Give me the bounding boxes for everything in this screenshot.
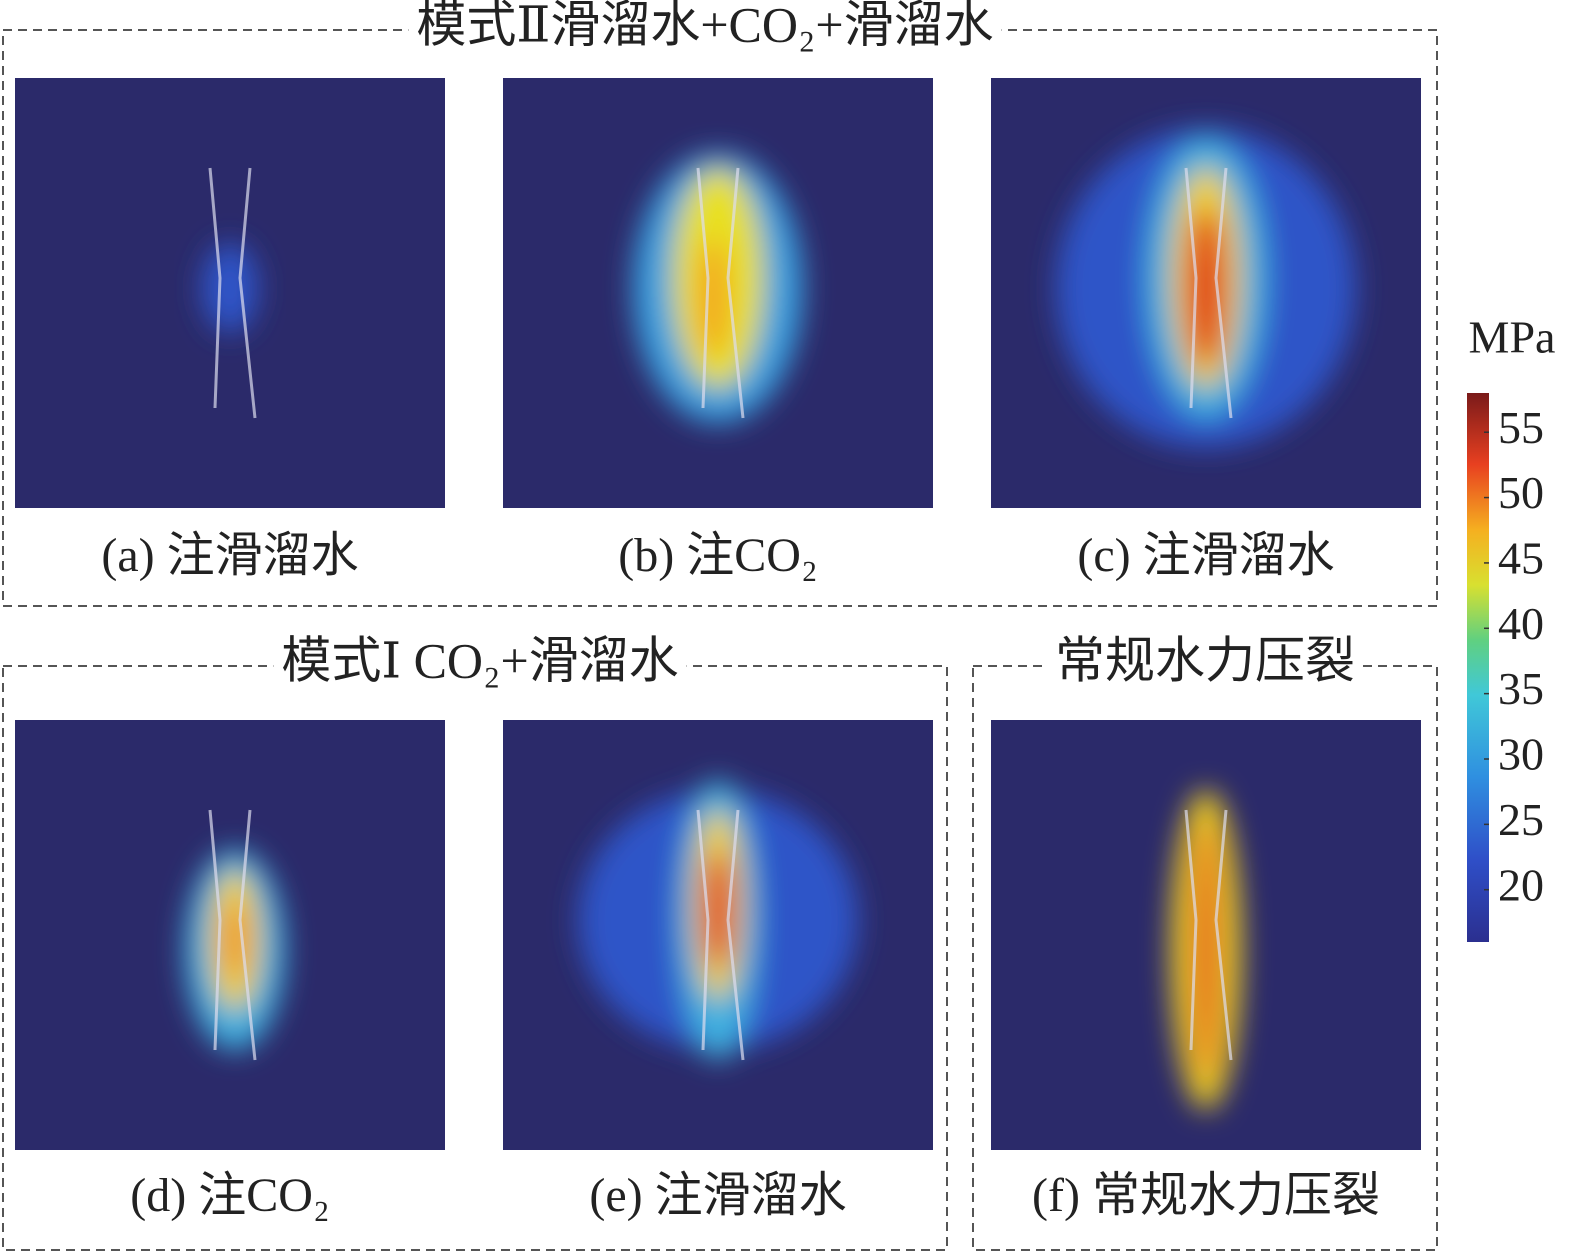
fracture (208, 167, 257, 419)
pressure-blob (1194, 820, 1218, 1080)
pressure-field (1171, 790, 1241, 1110)
panel-caption: (e) 注滑溜水 (589, 1169, 846, 1222)
pressure-blob (698, 238, 728, 358)
group-title: 模式Ⅱ滑溜水+CO₂+滑溜水 (416, 0, 993, 52)
panel-caption: (f) 常规水力压裂 (1032, 1169, 1380, 1222)
panel-caption: (b) 注CO₂ (618, 529, 817, 582)
colorbar-tick-label: 45 (1498, 532, 1544, 583)
pressure-field (202, 243, 258, 333)
pressure-blob (703, 850, 733, 970)
colorbar-tick-label: 50 (1498, 467, 1544, 518)
fracture (696, 167, 745, 419)
colorbar-tick-label: 55 (1498, 402, 1544, 453)
panel-caption: (d) 注CO₂ (130, 1169, 329, 1222)
colorbar-tick-label: 35 (1498, 663, 1544, 714)
pressure-field (633, 153, 803, 423)
colorbar-tick-label: 20 (1498, 859, 1544, 910)
colorbar (1467, 393, 1489, 942)
pressure-blob (202, 243, 258, 333)
colorbar-tick-label: 40 (1498, 598, 1544, 649)
panel (15, 720, 445, 1150)
fracture (208, 809, 257, 1061)
title-background (1047, 632, 1363, 689)
pressure-field (185, 850, 285, 1050)
pressure-field (578, 780, 858, 1060)
panel (991, 78, 1421, 508)
fracture (1184, 809, 1233, 1061)
pressure-field (1056, 128, 1356, 448)
fracture (1184, 167, 1233, 419)
fracture (696, 809, 745, 1061)
panel-caption: (c) 注滑溜水 (1077, 529, 1334, 582)
group-title: 模式Ⅰ CO₂+滑溜水 (281, 632, 678, 688)
panel-caption: (a) 注滑溜水 (101, 529, 358, 582)
pressure-blob (1186, 208, 1226, 368)
panel (991, 720, 1421, 1150)
colorbar-label: MPa (1469, 312, 1556, 363)
group-title: 常规水力压裂 (1055, 632, 1355, 688)
colorbar-tick-label: 25 (1498, 794, 1544, 845)
panel (503, 78, 933, 508)
title-background (408, 0, 1002, 53)
title-background (273, 632, 687, 689)
panel (15, 78, 445, 508)
panel (503, 720, 933, 1150)
colorbar-tick-label: 30 (1498, 729, 1544, 780)
